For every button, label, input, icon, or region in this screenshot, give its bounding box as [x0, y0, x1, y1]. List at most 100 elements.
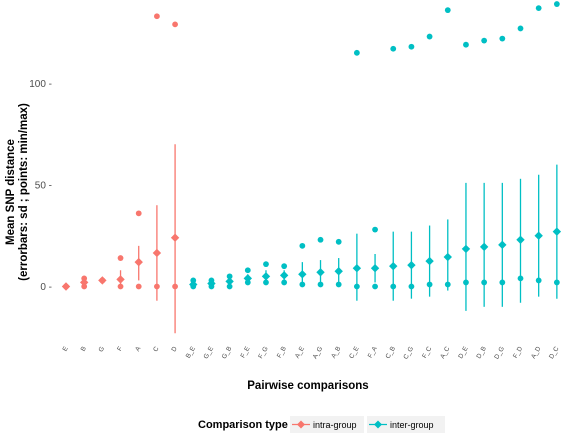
- min-point: [281, 279, 288, 286]
- min-point: [335, 281, 342, 288]
- x-tick-label: B: [80, 346, 88, 353]
- legend-label-intra-group: intra-group: [313, 420, 357, 430]
- x-tick-label: D_B: [475, 346, 487, 360]
- mean-marker: [116, 275, 125, 284]
- max-point: [390, 45, 397, 52]
- mean-marker: [152, 248, 162, 258]
- min-point: [353, 283, 360, 290]
- mean-marker: [516, 235, 525, 244]
- min-point: [426, 281, 433, 288]
- max-point: [353, 49, 360, 56]
- legend-key-background: [367, 416, 445, 433]
- x-tick-label: F_C: [421, 345, 433, 359]
- max-point: [553, 1, 560, 7]
- plot-area: [61, 1, 562, 334]
- max-point: [444, 7, 451, 14]
- max-point: [299, 242, 306, 249]
- y-axis-title-line1: Mean SNP distance: [5, 139, 17, 245]
- x-tick-label: E: [61, 345, 70, 353]
- mean-marker: [461, 244, 471, 254]
- max-point: [244, 267, 251, 274]
- mean-marker: [534, 231, 543, 240]
- legend-key-intra-group: intra-group: [290, 416, 364, 433]
- mean-marker: [79, 278, 89, 287]
- max-point: [535, 5, 542, 12]
- mean-marker: [370, 264, 380, 273]
- min-point: [517, 275, 524, 282]
- mean-marker: [134, 257, 143, 267]
- min-point: [390, 283, 397, 290]
- x-tick-label: D: [170, 345, 179, 353]
- mean-marker: [207, 279, 216, 288]
- x-axis-title: Pairwise comparisons: [247, 380, 368, 392]
- x-tick-label: F_D: [512, 345, 524, 359]
- x-tick-label: A_E: [294, 345, 307, 360]
- min-point: [499, 279, 506, 286]
- min-point: [263, 279, 269, 286]
- y-tick-label: 0 -: [40, 282, 52, 293]
- mean-marker: [170, 233, 180, 242]
- y-axis-title-line2: (errorbars: sd ; points: min/max): [18, 103, 30, 281]
- max-point: [317, 236, 324, 243]
- min-point: [553, 279, 560, 286]
- x-tick-label: B_E: [185, 345, 198, 360]
- mean-marker: [552, 227, 562, 236]
- mean-marker: [389, 261, 398, 271]
- x-tick-label: D_C: [548, 345, 561, 360]
- mean-marker: [479, 242, 489, 252]
- max-point: [463, 41, 469, 48]
- x-tick-label: F_B: [276, 346, 288, 360]
- x-tick-label: F_A: [367, 345, 379, 359]
- mean-marker: [279, 271, 289, 280]
- y-axis-title: Mean SNP distance (errorbars: sd ; point…: [5, 103, 30, 281]
- x-tick-label: C_B: [385, 346, 397, 360]
- y-tick-label: 50 -: [35, 180, 52, 191]
- legend: Comparison type intra-group inter-group: [198, 416, 445, 433]
- max-point: [263, 261, 269, 268]
- min-point: [535, 277, 542, 284]
- min-point: [408, 283, 415, 290]
- legend-label-inter-group: inter-group: [390, 420, 434, 430]
- max-point: [117, 255, 124, 261]
- mean-marker: [334, 267, 343, 276]
- max-point: [335, 238, 342, 245]
- min-point: [154, 283, 160, 290]
- x-tick-label: A_D: [530, 345, 543, 360]
- min-point: [135, 283, 142, 290]
- x-tick-label: F_E: [240, 345, 252, 359]
- max-point: [281, 263, 288, 270]
- max-point: [226, 273, 233, 280]
- min-point: [172, 283, 178, 290]
- mean-marker: [498, 240, 507, 250]
- min-point: [444, 281, 451, 288]
- mean-marker: [316, 268, 325, 277]
- max-point: [481, 37, 488, 44]
- mean-marker: [425, 256, 434, 266]
- legend-key-background: [290, 416, 364, 433]
- max-point: [408, 43, 415, 50]
- legend-title: Comparison type: [198, 419, 288, 431]
- x-tick-label: D_G: [493, 346, 506, 361]
- x-tick-label: G: [97, 346, 106, 354]
- mean-marker: [352, 264, 362, 273]
- legend-key-marker: [374, 420, 382, 429]
- min-point: [226, 283, 233, 290]
- y-axis: 0 - 50 - 100 -: [29, 79, 52, 293]
- x-tick-label: C_G: [402, 346, 415, 361]
- max-point: [517, 25, 524, 32]
- min-point: [481, 279, 488, 286]
- x-axis: E B G F A C D B_E G_E G_B F_E F_G F_B A_E A_G A_B C_E F_A…: [61, 345, 560, 361]
- mean-marker: [261, 272, 271, 281]
- min-point: [372, 283, 378, 290]
- max-point: [426, 33, 433, 40]
- x-tick-label: G_E: [203, 345, 216, 360]
- max-point: [372, 226, 378, 233]
- x-tick-label: F_G: [257, 346, 269, 360]
- mean-marker: [61, 282, 71, 291]
- x-tick-label: F: [116, 345, 124, 352]
- min-point: [463, 279, 469, 286]
- x-tick-label: G_B: [221, 346, 234, 361]
- mean-marker: [189, 280, 198, 289]
- x-tick-label: A: [134, 345, 143, 353]
